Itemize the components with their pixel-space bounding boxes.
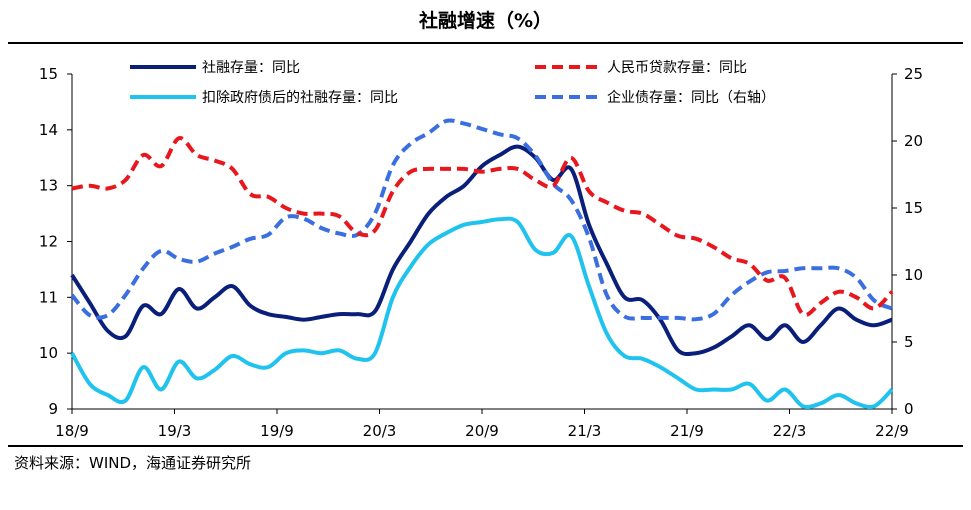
legend-label-2: 扣除政府债后的社融存量：同比 [202,90,398,106]
x-tick-label: 19/3 [158,422,192,440]
y-right-tick-label: 0 [904,400,914,418]
y-left-tick-label: 11 [39,288,58,306]
x-tick-label: 22/3 [773,422,807,440]
y-right-tick-label: 5 [904,333,914,351]
legend-label-1: 人民币贷款存量：同比 [607,60,747,76]
x-tick-label: 19/9 [260,422,294,440]
y-left-tick-label: 14 [39,121,58,139]
chart-title: 社融增速（%） [418,10,553,32]
source-note: 资料来源：WIND，海通证券研究所 [14,454,252,472]
y-right-tick-label: 15 [904,199,923,217]
series-line-2 [70,216,894,409]
x-tick-label: 18/9 [55,422,89,440]
y-left-tick-label: 10 [39,344,58,362]
chart-series [70,118,894,409]
y-left-tick-label: 13 [39,177,58,195]
legend-label-3: 企业债存量：同比（右轴） [607,89,775,106]
x-tick-label: 21/3 [568,422,602,440]
y-left-tick-label: 12 [39,233,58,251]
y-left-tick-label: 9 [48,400,58,418]
series-line-1 [71,136,894,317]
bottom-rule [8,445,963,447]
title-rule [8,42,963,44]
series-line-3 [70,118,893,322]
y-right-tick-label: 20 [904,132,923,150]
chart-axes: 9 10 11 12 13 14 15 0 5 10 15 20 25 18/9 19/3 19/9 20/3 2… [39,65,923,440]
x-tick-label: 22/9 [875,422,909,440]
y-right-tick-label: 10 [904,266,923,284]
legend-label-0: 社融存量：同比 [202,60,300,76]
y-right-tick-label: 25 [904,65,923,83]
y-left-tick-label: 15 [39,65,58,83]
x-tick-label: 20/9 [465,422,499,440]
line-chart: 9 10 11 12 13 14 15 0 5 10 15 20 25 18/9 19/3 19/9 20/3 2… [39,60,923,440]
x-tick-label: 20/3 [363,422,397,440]
series-line-0 [70,144,893,357]
x-tick-label: 21/9 [670,422,704,440]
